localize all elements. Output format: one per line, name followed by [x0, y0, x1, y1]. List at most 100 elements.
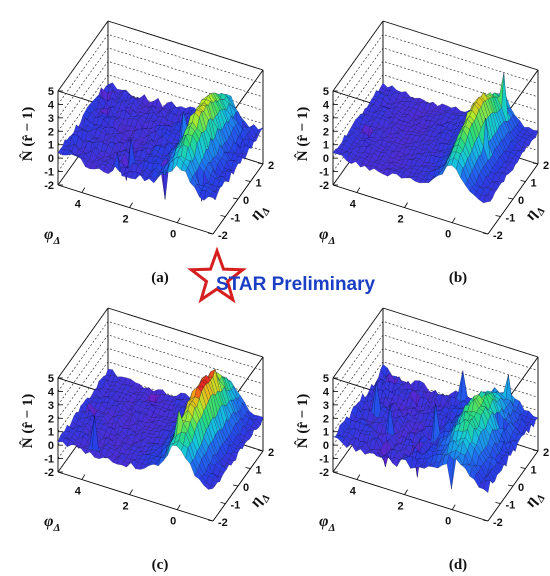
phi-tick-label: 2	[122, 501, 128, 513]
eta-tick	[507, 484, 514, 487]
eta-axis-label: ηΔ	[522, 201, 548, 225]
eta-tick-label: 2	[268, 447, 274, 459]
z-tick-label: 4	[48, 386, 55, 398]
surface-mesh	[332, 73, 539, 204]
phi-tick-label: 4	[350, 199, 357, 211]
phi-axis-label: φΔ	[44, 226, 60, 247]
z-gridline	[332, 20, 539, 92]
eta-tick-label: 2	[543, 447, 549, 459]
z-tick-label: 3	[48, 113, 54, 125]
phi-tick-label: 4	[75, 199, 82, 211]
phi-tick	[129, 202, 133, 208]
box-edge	[332, 20, 384, 92]
eta-tick	[257, 449, 264, 452]
eta-tick	[495, 502, 501, 504]
phi-tick	[129, 489, 133, 495]
eta-axis-subscript: Δ	[258, 492, 272, 505]
z-gridline	[57, 114, 264, 186]
z-gridline	[332, 320, 539, 392]
eta-tick	[532, 162, 539, 165]
eta-tick-label: -1	[506, 213, 516, 225]
surface-cell	[208, 193, 216, 201]
box-edge	[332, 471, 489, 522]
box-edge	[332, 307, 384, 379]
phi-tick-label: 4	[350, 486, 357, 498]
eta-tick	[482, 519, 489, 522]
surface-mesh	[332, 363, 539, 493]
eta-tick-label: -1	[231, 500, 241, 512]
z-gridline	[332, 47, 539, 119]
z-tick-label: -1	[44, 167, 54, 179]
z-tick-label: 3	[323, 400, 329, 412]
z-gridline	[57, 401, 264, 473]
phi-tick-label: 2	[397, 214, 403, 226]
z-tick-label: 0	[48, 440, 54, 452]
phi-tick-label: 0	[445, 516, 451, 528]
phi-tick	[356, 187, 361, 193]
z-tick-label: 1	[323, 427, 329, 439]
phi-axis-label: φΔ	[319, 513, 335, 534]
eta-tick	[257, 162, 264, 165]
z-gridline	[57, 307, 264, 379]
phi-tick	[81, 187, 86, 193]
eta-tick-label: -2	[218, 517, 228, 529]
box-edge	[57, 471, 214, 522]
phi-axis-label: φΔ	[44, 513, 60, 534]
eta-tick-label: 1	[531, 178, 537, 190]
z-gridline	[57, 320, 264, 392]
z-tick-label: 0	[323, 440, 329, 452]
phi-tick	[451, 504, 456, 510]
z-gridline	[332, 361, 539, 432]
z-axis-label: N̂ (r̂ − 1)	[19, 107, 36, 162]
z-gridline	[57, 60, 264, 132]
z-tick-label: 1	[48, 140, 54, 152]
phi-axis-subscript: Δ	[52, 522, 60, 534]
z-tick-label: -2	[319, 467, 329, 479]
eta-tick	[232, 197, 239, 200]
eta-tick-label: 2	[268, 160, 274, 172]
eta-tick-label: -2	[493, 230, 503, 242]
phi-tick	[176, 217, 181, 223]
eta-tick	[207, 519, 214, 522]
eta-tick	[220, 502, 226, 504]
eta-tick	[495, 215, 501, 217]
eta-axis-subscript: Δ	[258, 205, 272, 218]
box-edge	[332, 184, 489, 235]
eta-axis-label: ηΔ	[247, 488, 273, 512]
eta-tick-label: 0	[518, 482, 524, 494]
z-tick-label: -1	[319, 167, 329, 179]
z-gridline	[332, 33, 539, 105]
z-gridline	[57, 47, 264, 119]
panel-label: (b)	[449, 270, 467, 286]
z-axis: 54 32 10 -1-2 N̂ (r̂ − 1)	[294, 86, 338, 192]
z-tick-label: -1	[44, 454, 54, 466]
logo-text: STAR Preliminary	[216, 274, 376, 295]
z-gridline	[57, 361, 264, 432]
eta-tick-label: -2	[218, 230, 228, 242]
surface-mesh	[57, 368, 264, 490]
eta-tick-label: 0	[243, 195, 249, 207]
eta-tick	[520, 180, 526, 182]
z-tick-label: 1	[323, 140, 329, 152]
eta-tick-label: 2	[543, 160, 549, 172]
surface-cell	[208, 485, 216, 490]
z-tick-label: 5	[48, 373, 54, 385]
eta-axis-label: ηΔ	[247, 201, 273, 225]
star-preliminary-logo: STAR Preliminary	[187, 246, 376, 304]
phi-axis: 4 2 0 φΔ	[44, 187, 181, 247]
z-tick-label: -2	[44, 467, 54, 479]
z-tick-label: 1	[48, 427, 54, 439]
z-axis: 54 32 10 -1-2 N̂ (r̂ − 1)	[294, 373, 338, 479]
eta-tick-label: -2	[493, 517, 503, 529]
z-tick-label: -2	[44, 180, 54, 192]
z-gridline	[332, 401, 539, 473]
phi-tick	[404, 202, 408, 208]
phi-axis-label: φΔ	[319, 226, 335, 247]
z-gridline	[332, 74, 539, 145]
box-edge	[57, 307, 109, 379]
star-logo-icon	[187, 246, 247, 304]
z-axis-label: N̂ (r̂ − 1)	[294, 394, 311, 449]
phi-tick-label: 0	[170, 229, 176, 241]
